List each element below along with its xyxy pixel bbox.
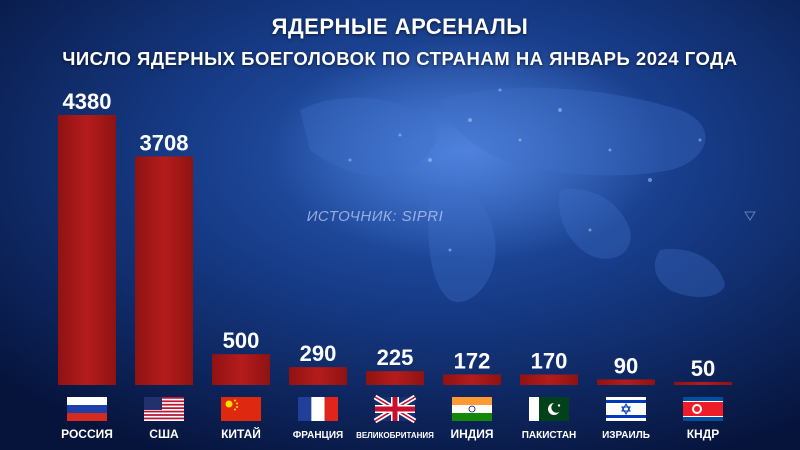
category-label: ИНДИЯ (450, 427, 493, 441)
value-label: 50 (691, 356, 715, 381)
category-label: ИЗРАИЛЬ (602, 430, 650, 441)
russia-flag-icon (67, 397, 107, 421)
bar-2 (135, 156, 193, 385)
value-label: 4380 (63, 89, 112, 114)
category-label: ФРАНЦИЯ (293, 430, 343, 441)
bar-1 (58, 115, 116, 385)
value-label: 500 (223, 328, 260, 353)
usa-flag-icon (144, 397, 184, 421)
bar-3 (212, 354, 270, 385)
category-label: ПАКИСТАН (522, 430, 577, 441)
value-label: 90 (614, 353, 638, 378)
source-note: ИСТОЧНИК: SIPRI (306, 208, 444, 225)
bar-6 (443, 374, 501, 385)
value-label: 225 (377, 345, 414, 370)
france-flag-icon (298, 397, 338, 421)
value-label: 172 (454, 348, 491, 373)
category-label: США (149, 427, 179, 441)
chart-subtitle: ЧИСЛО ЯДЕРНЫХ БОЕГОЛОВОК ПО СТРАНАМ НА Я… (62, 48, 738, 69)
category-label: КНДР (687, 427, 720, 441)
value-label: 170 (531, 349, 568, 374)
china-flag-icon (221, 397, 261, 421)
category-label: ВЕЛИКОБРИТАНИЯ (356, 431, 434, 440)
bar-4 (289, 367, 347, 385)
value-label: 3708 (140, 130, 189, 155)
category-label: КИТАЙ (221, 426, 261, 441)
india-flag-icon (452, 397, 492, 421)
bar-5 (366, 371, 424, 385)
bar-7 (520, 374, 578, 385)
pakistan-flag-icon (529, 397, 569, 421)
bar-9 (674, 381, 732, 385)
category-label: РОССИЯ (61, 427, 113, 441)
uk-flag-icon (373, 394, 417, 424)
north-korea-flag-icon (683, 397, 723, 421)
bar-8 (597, 379, 655, 385)
chart-title: ЯДЕРНЫЕ АРСЕНАЛЫ (271, 14, 529, 39)
israel-flag-icon (606, 397, 646, 421)
value-label: 290 (300, 341, 337, 366)
